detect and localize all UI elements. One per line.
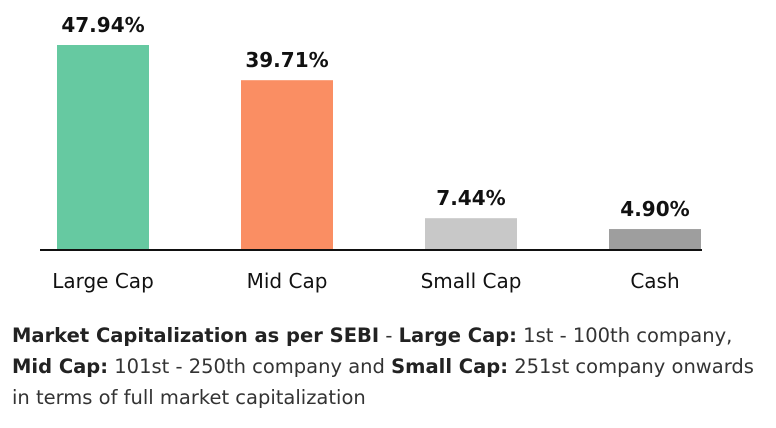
footnote-small-cap-label: Small Cap: — [391, 355, 509, 378]
footnote-text: 1st - 100th company, — [516, 324, 733, 347]
bar-chart: 47.94% Large Cap 39.71% Mid Cap 7.44% Small C… — [40, 13, 702, 293]
labels-group: 47.94% Large Cap 39.71% Mid Cap 7.44% Small C… — [52, 13, 689, 293]
data-label-mid-cap: 39.71% — [245, 48, 328, 72]
footnote-large-cap-label: Large Cap: — [398, 324, 517, 347]
data-label-large-cap: 47.94% — [61, 13, 144, 37]
bars-group — [57, 45, 701, 250]
data-label-small-cap: 7.44% — [436, 186, 505, 210]
bar-mid-cap — [241, 80, 333, 250]
bar-cash — [609, 229, 701, 250]
x-tick-label-large-cap: Large Cap — [52, 269, 154, 293]
market-cap-footnote: Market Capitalization as per SEBI - Larg… — [12, 320, 764, 413]
footnote-text: - — [379, 324, 399, 347]
data-label-cash: 4.90% — [620, 197, 689, 221]
bar-large-cap — [57, 45, 149, 250]
footnote-text: 251st company onwards in terms of full m… — [12, 355, 754, 409]
footnote-mid-cap-label: Mid Cap: — [12, 355, 109, 378]
x-tick-label-cash: Cash — [630, 269, 679, 293]
footnote-text: 101st - 250th company and — [108, 355, 392, 378]
footnote-heading: Market Capitalization as per SEBI — [12, 324, 380, 347]
x-tick-label-mid-cap: Mid Cap — [247, 269, 328, 293]
bar-small-cap — [425, 218, 517, 250]
x-tick-label-small-cap: Small Cap — [421, 269, 522, 293]
